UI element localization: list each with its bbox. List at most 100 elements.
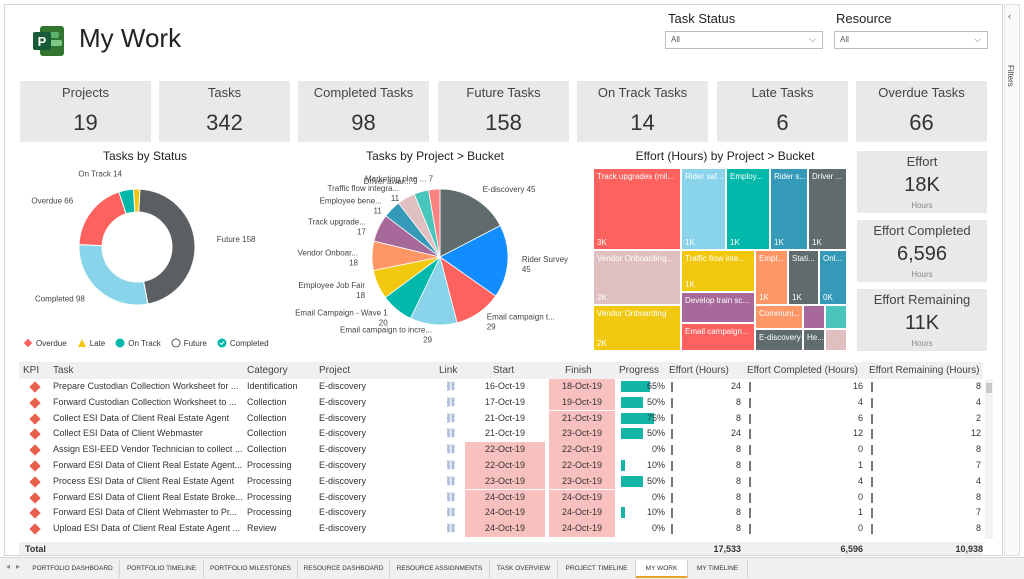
kpi-card-overdue-tasks[interactable]: Overdue Tasks 66 [856,81,987,142]
tab-portfolio-dashboard[interactable]: PORTFOLIO DASHBOARD [26,560,120,578]
treemap-cell[interactable]: Traffic flow inte... 1K [681,250,755,292]
table-row[interactable]: Forward ESI Data of Client Real Estate B… [19,489,983,506]
task-cell[interactable]: Upload ESI Data of Client Real Estate Ag… [53,523,241,534]
treemap-cell[interactable] [825,305,847,329]
table-scrollbar[interactable] [985,379,993,539]
link-icon[interactable]: ⛓ [445,491,457,502]
table-row[interactable]: Process ESI Data of Client Real Estate A… [19,473,983,490]
link-icon[interactable]: ⛓ [445,444,457,455]
filters-pane[interactable]: ‹ Filters [1004,4,1020,556]
resource-dropdown[interactable]: All ⌵ [834,31,988,49]
link-icon[interactable]: ⛓ [445,475,457,486]
tasks-by-status-donut[interactable]: Future 158 Completed 98 Overdue 66 On Track… [20,165,285,335]
link-icon[interactable]: ⛓ [445,507,457,518]
kpi-card-projects[interactable]: Projects 19 [20,81,151,142]
legend-item-late[interactable]: Late [77,338,105,348]
scrollbar-thumb[interactable] [986,383,992,393]
treemap-cell[interactable] [803,305,825,329]
column-header-start[interactable]: Start [493,365,515,376]
table-row[interactable]: Assign ESI-EED Vendor Technician to coll… [19,442,983,458]
table-row[interactable]: Upload ESI Data of Client Real Estate Ag… [19,521,983,537]
treemap-cell[interactable]: Email campaign... [681,323,755,351]
treemap-cell[interactable]: Communi... [755,305,803,329]
treemap-cell[interactable]: Employ... 1K [726,168,770,250]
effort-completed-card[interactable]: Effort Completed 6,596 Hours [857,220,987,282]
column-header-effort-remaining[interactable]: Effort Remaining (Hours) [869,365,980,376]
tab-project-timeline[interactable]: PROJECT TIMELINE [558,560,636,578]
column-header-project[interactable]: Project [319,365,351,376]
tab-resource-assignments[interactable]: RESOURCE ASSIGNMENTS [390,560,490,578]
treemap-cell[interactable]: Vendor Onboarding... 2K [593,250,681,305]
column-header-effort[interactable]: Effort (Hours) [669,365,729,376]
task-cell[interactable]: Collect ESI Data of Client Real Estate A… [53,412,230,423]
prev-page-icon[interactable]: ◂ [6,562,11,571]
treemap-cell[interactable]: Rider saf... 1K [681,168,726,250]
donut-slice-completed[interactable] [78,244,149,306]
treemap-cell[interactable]: Empl... 1K [755,250,788,305]
kpi-card-completed-tasks[interactable]: Completed Tasks 98 [298,81,429,142]
tab-portfolio-milestones[interactable]: PORTFOLIO MILESTONES [204,560,298,578]
column-header-kpi[interactable]: KPI [23,365,40,376]
tab-portfolio-timeline[interactable]: PORTFOLIO TIMELINE [120,560,204,578]
legend-item-on-track[interactable]: On Track [115,338,161,348]
kpi-card-on-track-tasks[interactable]: On Track Tasks 14 [577,81,708,142]
task-cell[interactable]: Process ESI Data of Client Real Estate A… [53,475,235,486]
table-row[interactable]: Prepare Custodian Collection Worksheet f… [19,379,983,395]
column-header-effort-completed[interactable]: Effort Completed (Hours) [747,365,858,376]
pie-slice[interactable] [439,225,509,297]
link-icon[interactable]: ⛓ [445,460,457,470]
task-cell[interactable]: Assign ESI-EED Vendor Technician to coll… [53,444,243,455]
link-icon[interactable]: ⛓ [445,396,457,407]
donut-slice-overdue[interactable] [78,191,127,247]
table-row[interactable]: Forward Custodian Collection Worksheet t… [19,394,983,411]
kpi-card-tasks[interactable]: Tasks 342 [159,81,290,142]
column-header-link[interactable]: Link [439,365,458,376]
treemap-cell[interactable]: Driver ... 1K [808,168,847,250]
table-row[interactable]: Collect ESI Data of Client Webmaster Coll… [19,426,983,442]
column-header-progress[interactable]: Progress [619,365,659,376]
legend-item-completed[interactable]: Completed [217,338,269,348]
column-header-task[interactable]: Task [53,365,74,376]
table-row[interactable]: Forward ESI Data of Client Real Estate A… [19,458,983,474]
kpi-card-late-tasks[interactable]: Late Tasks 6 [717,81,848,142]
table-row[interactable]: Collect ESI Data of Client Real Estate A… [19,410,983,427]
legend-item-future[interactable]: Future [171,338,207,348]
task-cell[interactable]: Forward ESI Data of Client Webmaster to … [53,507,237,518]
treemap-cell[interactable]: Stati... 1K [788,250,819,305]
pie-slice[interactable] [428,188,441,258]
treemap-cell[interactable] [825,329,847,351]
treemap-cell[interactable]: He... [803,329,825,351]
effort-remaining-card[interactable]: Effort Remaining 11K Hours [857,289,987,351]
column-header-category[interactable]: Category [247,365,288,376]
link-icon[interactable]: ⛓ [445,523,457,534]
treemap-cell[interactable]: Track upgrades (mil... 3K [593,168,681,250]
link-icon[interactable]: ⛓ [445,412,457,423]
task-cell[interactable]: Forward ESI Data of Client Real Estate A… [53,460,243,470]
next-page-icon[interactable]: ▸ [16,562,21,571]
treemap-cell[interactable]: E-discovery [755,329,803,351]
kpi-card-future-tasks[interactable]: Future Tasks 158 [438,81,569,142]
donut-slice-future[interactable] [138,188,196,305]
treemap-cell[interactable]: Vendor Onboarding 2K [593,305,681,351]
legend-item-overdue[interactable]: Overdue [23,338,67,348]
effort-treemap[interactable]: Track upgrades (mil... 3K Vendor Onboardi… [593,168,847,351]
tab-resource-dashboard[interactable]: RESOURCE DASHBOARD [298,560,390,578]
treemap-cell[interactable]: Onl... 0K [819,250,847,305]
table-row[interactable]: Forward ESI Data of Client Webmaster to … [19,505,983,521]
tab-my-timeline[interactable]: MY TIMELINE [688,560,748,578]
column-header-finish[interactable]: Finish [565,365,592,376]
donut-slice-late[interactable] [132,188,141,213]
chevron-left-icon[interactable]: ‹ [1008,11,1011,21]
task-cell[interactable]: Collect ESI Data of Client Webmaster [53,428,203,439]
task-cell[interactable]: Forward Custodian Collection Worksheet t… [53,396,237,407]
treemap-cell[interactable]: Develop train sc... [681,292,755,323]
tab-task-overview[interactable]: TASK OVERVIEW [490,560,558,578]
link-icon[interactable]: ⛓ [445,381,457,391]
task-cell[interactable]: Prepare Custodian Collection Worksheet f… [53,381,239,391]
task-cell[interactable]: Forward ESI Data of Client Real Estate B… [53,491,243,502]
pie-slice[interactable] [439,188,501,258]
tab-my-work[interactable]: MY WORK [636,560,688,578]
treemap-cell[interactable]: Rider s... 1K [770,168,808,250]
link-icon[interactable]: ⛓ [445,428,457,439]
